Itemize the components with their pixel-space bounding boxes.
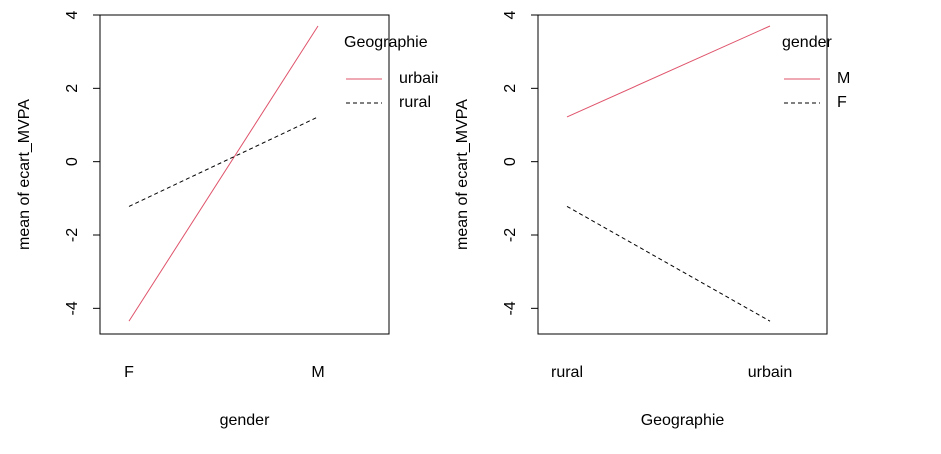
y-tick-label: 4 — [64, 10, 81, 19]
y-tick-label: -4 — [502, 301, 519, 315]
y-tick-label: 4 — [502, 10, 519, 19]
y-axis-title: mean of ecart_MVPA — [454, 99, 471, 250]
x-axis-title: gender — [220, 412, 270, 429]
x-axis-title: Geographie — [641, 412, 725, 429]
y-tick-label: 0 — [502, 157, 519, 166]
series-line-urbain — [128, 25, 319, 322]
x-category-label: F — [124, 364, 134, 381]
x-category-label: M — [311, 364, 324, 381]
legend-entry-M: M — [837, 70, 850, 87]
series-line-M — [566, 25, 771, 118]
legend: gender MF — [782, 34, 850, 111]
legend: Geographie urbain rural — [344, 34, 443, 111]
series-line-F — [566, 205, 771, 322]
legend-entry-urbain: urbain — [399, 70, 443, 87]
y-tick-label: 0 — [64, 157, 81, 166]
x-category-label: urbain — [748, 364, 792, 381]
x-category-label: rural — [551, 364, 583, 381]
legend-title: gender — [782, 34, 832, 51]
y-tick-label: -2 — [502, 228, 519, 242]
legend-title: Geographie — [344, 34, 428, 51]
plot-frame — [537, 14, 828, 335]
y-tick-label: 2 — [64, 84, 81, 93]
y-tick-label: -2 — [64, 228, 81, 242]
series-line-rural — [128, 116, 319, 207]
y-tick-label: 2 — [502, 84, 519, 93]
legend-entry-F: F — [837, 94, 847, 111]
chart-panel-2: -4 -2 0 2 4 rural urbain Geographie mean of ecar… — [454, 10, 850, 429]
plot-frame — [99, 14, 390, 335]
y-tick-label: -4 — [64, 301, 81, 315]
y-axis-title: mean of ecart_MVPA — [16, 99, 33, 250]
legend-entry-rural: rural — [399, 94, 431, 111]
